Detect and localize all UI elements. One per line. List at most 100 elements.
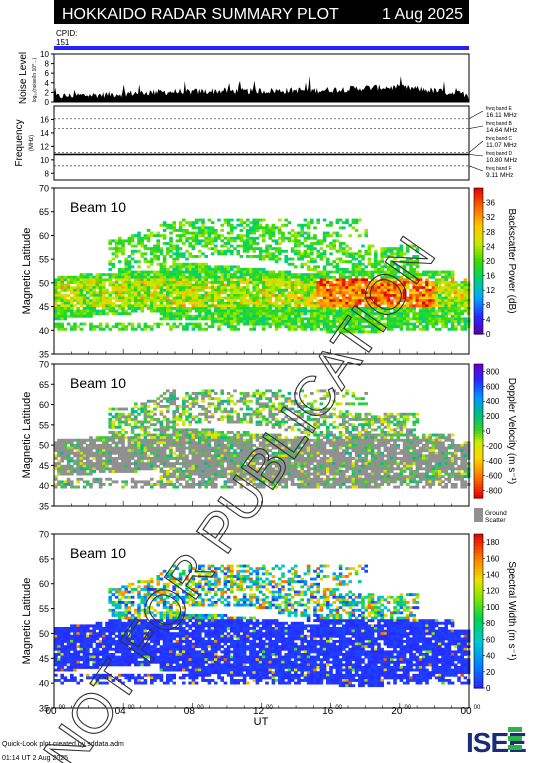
echo-cell — [57, 283, 61, 287]
echo-cell — [153, 309, 157, 313]
echo-cell — [377, 325, 381, 329]
colorbar-segment — [474, 191, 483, 195]
echo-cell — [60, 317, 64, 321]
echo-cell — [287, 283, 292, 287]
echo-cell — [322, 231, 327, 235]
echo-cell — [306, 304, 311, 308]
echo-cell — [294, 307, 298, 310]
echo-cell — [54, 462, 58, 466]
echo-cell — [396, 288, 400, 292]
echo-cell — [268, 244, 272, 248]
echo-cell — [182, 262, 186, 266]
echo-cell — [204, 475, 208, 479]
echo-cell — [191, 457, 196, 460]
echo-cell — [153, 459, 157, 463]
echo-cell — [118, 464, 122, 468]
echo-cell — [60, 438, 64, 442]
echo-cell — [134, 483, 138, 486]
echo-cell — [60, 278, 64, 282]
echo-cell — [255, 477, 260, 481]
echo-cell — [367, 317, 372, 321]
echo-cell — [178, 283, 183, 287]
echo-cell — [386, 299, 391, 303]
echo-cell — [191, 459, 196, 463]
echo-cell — [169, 288, 173, 292]
echo-cell — [86, 278, 90, 282]
echo-cell — [118, 299, 122, 303]
echo-cell — [214, 433, 218, 437]
echo-cell — [438, 281, 442, 284]
echo-cell — [271, 294, 276, 297]
echo-cell — [172, 431, 176, 434]
echo-cell — [153, 234, 157, 238]
echo-cell — [402, 278, 407, 282]
echo-cell — [198, 436, 202, 440]
echo-cell — [281, 299, 285, 303]
echo-cell — [185, 249, 189, 253]
echo-cell — [255, 296, 260, 300]
echo-cell — [111, 459, 116, 463]
echo-cell — [370, 273, 375, 277]
echo-cell — [108, 420, 112, 424]
echo-cell — [252, 247, 256, 251]
echo-cell — [134, 462, 138, 466]
echo-cell — [178, 475, 183, 479]
echo-cell — [172, 314, 176, 318]
echo-cell — [386, 291, 391, 295]
echo-cell — [326, 312, 330, 316]
echo-cell — [162, 296, 167, 300]
latitude-tick-label: 40 — [39, 326, 49, 336]
echo-cell — [162, 275, 167, 279]
echo-cell — [57, 459, 61, 463]
echo-cell — [399, 286, 404, 290]
echo-cell — [246, 405, 250, 408]
echo-cell — [377, 322, 381, 326]
echo-cell — [374, 249, 378, 253]
colorbar-segment — [474, 239, 483, 244]
echo-cell — [95, 451, 100, 455]
echo-cell — [134, 402, 138, 406]
echo-cell — [137, 420, 141, 424]
colorbar-segment — [474, 300, 483, 305]
echo-cell — [226, 304, 231, 308]
echo-cell — [134, 309, 138, 313]
echo-cell — [166, 283, 170, 287]
echo-cell — [102, 309, 106, 313]
echo-cell — [159, 462, 164, 466]
echo-cell — [348, 286, 352, 290]
echo-cell — [434, 312, 439, 316]
echo-cell — [169, 231, 173, 235]
echo-cell — [172, 415, 176, 419]
echo-cell — [377, 309, 381, 313]
echo-cell — [380, 249, 384, 253]
echo-cell — [326, 325, 330, 329]
echo-cell — [322, 249, 327, 253]
echo-cell — [137, 451, 141, 455]
echo-cell — [82, 457, 87, 460]
echo-cell — [265, 389, 269, 393]
echo-cell — [79, 441, 84, 445]
echo-cell — [194, 317, 199, 321]
echo-cell — [431, 288, 436, 292]
echo-cell — [246, 462, 250, 466]
echo-cell — [194, 265, 199, 269]
echo-cell — [258, 454, 263, 458]
echo-cell — [178, 299, 183, 303]
echo-cell — [335, 320, 340, 323]
echo-cell — [441, 299, 445, 303]
echo-cell — [204, 229, 208, 232]
echo-cell — [207, 449, 212, 453]
echo-cell — [182, 307, 186, 310]
echo-cell — [214, 405, 218, 408]
echo-cell — [252, 410, 256, 414]
echo-cell — [338, 249, 343, 253]
echo-cell — [201, 301, 205, 305]
echo-cell — [268, 420, 272, 424]
echo-cell — [399, 312, 404, 316]
echo-cell — [265, 317, 269, 321]
echo-cell — [303, 218, 308, 222]
echo-cell — [258, 255, 263, 258]
echo-cell — [335, 286, 340, 290]
